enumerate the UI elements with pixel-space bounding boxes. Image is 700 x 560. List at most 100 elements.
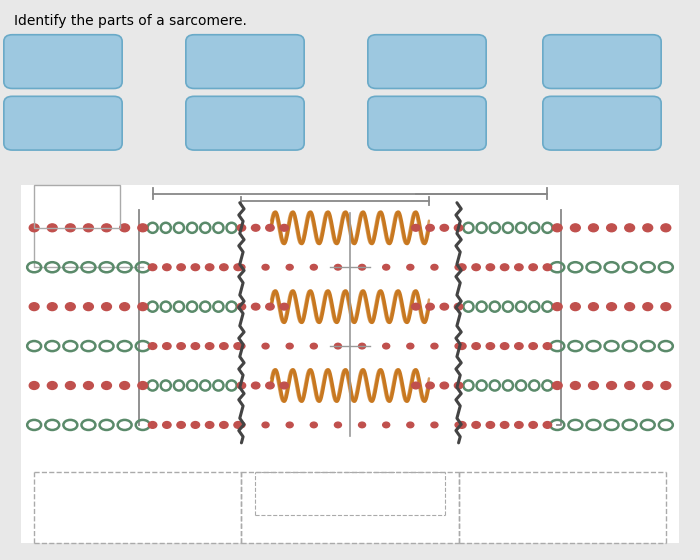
Circle shape [624,381,634,389]
FancyBboxPatch shape [4,35,122,88]
Circle shape [280,304,288,310]
Circle shape [529,264,538,270]
Circle shape [458,264,466,270]
Circle shape [120,381,130,389]
Circle shape [472,343,480,349]
Circle shape [262,422,269,428]
Circle shape [412,304,420,310]
Circle shape [191,422,200,428]
Circle shape [407,264,414,270]
Circle shape [486,422,495,428]
Circle shape [266,304,274,310]
Circle shape [148,422,157,428]
Circle shape [310,264,317,270]
Circle shape [310,422,317,428]
Circle shape [220,264,228,270]
Circle shape [514,343,523,349]
Circle shape [191,343,200,349]
Circle shape [643,381,652,389]
Circle shape [454,382,463,389]
Circle shape [335,422,342,428]
Circle shape [234,343,242,349]
FancyBboxPatch shape [186,35,304,88]
Text: I band: I band [225,116,265,130]
Circle shape [237,225,246,231]
Circle shape [500,343,509,349]
Circle shape [29,381,39,389]
Circle shape [162,422,171,428]
Circle shape [29,224,39,232]
Circle shape [102,224,111,232]
Circle shape [543,343,552,349]
Circle shape [66,303,76,311]
Circle shape [412,382,420,389]
Text: Thin filament: Thin filament [22,116,104,130]
FancyBboxPatch shape [4,96,122,150]
Circle shape [238,422,245,428]
Circle shape [177,422,186,428]
Text: Epimysium: Epimysium [29,55,97,68]
Circle shape [570,303,580,311]
Text: Sarcomere: Sarcomere [393,116,461,130]
Circle shape [286,264,293,270]
Circle shape [500,422,509,428]
Circle shape [138,224,148,232]
Circle shape [661,303,671,311]
Circle shape [661,381,671,389]
Circle shape [455,343,462,349]
Circle shape [83,303,93,311]
Circle shape [426,304,434,310]
Circle shape [661,224,671,232]
Circle shape [383,264,390,270]
Circle shape [66,381,76,389]
Circle shape [607,381,617,389]
Circle shape [120,224,130,232]
Circle shape [286,422,293,428]
Circle shape [205,422,214,428]
Circle shape [358,343,365,349]
Circle shape [262,343,269,349]
Circle shape [48,303,57,311]
Circle shape [589,303,598,311]
Circle shape [138,303,148,311]
Circle shape [440,225,449,231]
Circle shape [358,264,365,270]
Circle shape [162,264,171,270]
Circle shape [543,422,552,428]
Bar [21,185,679,543]
Circle shape [624,224,634,232]
Circle shape [48,224,57,232]
Circle shape [66,224,76,232]
Circle shape [514,422,523,428]
Circle shape [251,382,260,389]
Circle shape [220,422,228,428]
Circle shape [237,304,246,310]
Text: A band: A band [580,116,624,130]
Circle shape [472,264,480,270]
Circle shape [280,225,288,231]
Circle shape [552,224,562,232]
Circle shape [440,382,449,389]
Circle shape [177,264,186,270]
Circle shape [407,422,414,428]
Circle shape [83,224,93,232]
Circle shape [358,422,365,428]
Bar [34,185,120,228]
Circle shape [500,264,509,270]
Circle shape [237,382,246,389]
Circle shape [102,381,111,389]
Circle shape [335,343,342,349]
Circle shape [205,343,214,349]
Circle shape [383,343,390,349]
Circle shape [383,422,390,428]
FancyBboxPatch shape [368,96,486,150]
Circle shape [426,225,434,231]
Circle shape [455,264,462,270]
Circle shape [234,264,242,270]
Circle shape [472,422,480,428]
Circle shape [220,343,228,349]
Circle shape [251,225,260,231]
Circle shape [162,343,171,349]
Circle shape [431,343,438,349]
Circle shape [407,343,414,349]
